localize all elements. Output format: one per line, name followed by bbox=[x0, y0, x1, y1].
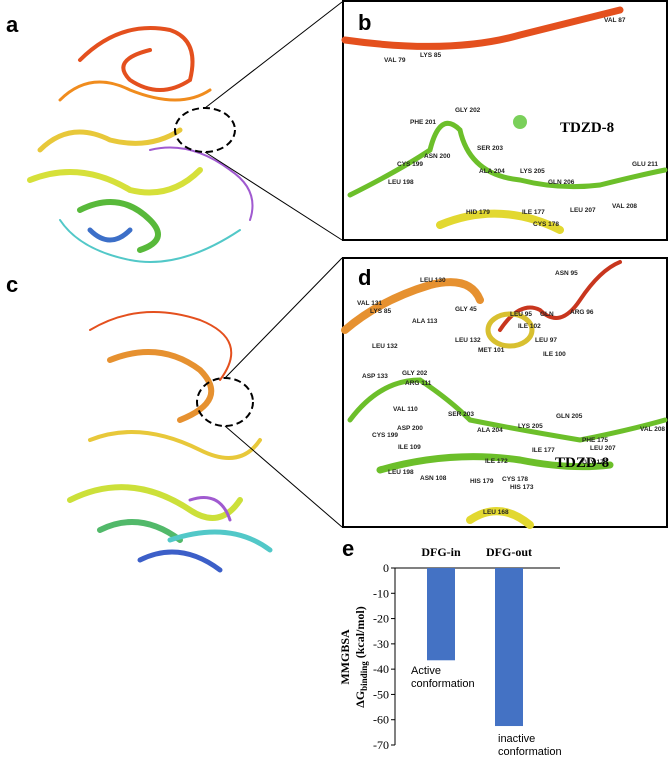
residue-label: SER 203 bbox=[448, 411, 474, 418]
annotation: conformation bbox=[498, 746, 562, 757]
y-axis-label-part: ΔG bbox=[353, 691, 367, 708]
zoom-circle bbox=[174, 107, 236, 153]
residue-label: ILE 109 bbox=[398, 444, 421, 451]
annotation: inactive bbox=[498, 733, 535, 745]
zoom-line bbox=[204, 1, 343, 109]
residue-label: CYS 178 bbox=[533, 221, 559, 228]
y-axis-label: ΔGbinding (kcal/mol) bbox=[353, 606, 369, 707]
residue-label: LYS 85 bbox=[420, 52, 441, 59]
panel-d-frame bbox=[342, 257, 668, 528]
y-axis-label: MMGBSA bbox=[338, 629, 352, 685]
residue-label: ILE 172 bbox=[485, 458, 508, 465]
residue-label: SER 203 bbox=[477, 145, 503, 152]
residue-label: ASN 108 bbox=[420, 475, 447, 482]
residue-label: ALA 204 bbox=[477, 427, 503, 434]
residue-label: LEU 207 bbox=[590, 445, 616, 452]
panel-label: b bbox=[358, 10, 371, 35]
residue-label: LEU 95 bbox=[510, 311, 532, 318]
residue-label: ILE 102 bbox=[518, 323, 541, 330]
annotation: conformation bbox=[411, 678, 475, 690]
y-tick-label: -20 bbox=[373, 612, 389, 626]
zoom-line bbox=[204, 151, 343, 241]
residue-label: HIS 179 bbox=[470, 478, 494, 485]
residue-label: HID 179 bbox=[466, 209, 490, 216]
panel-label: c bbox=[6, 272, 18, 297]
residue-label: VAL 208 bbox=[612, 203, 637, 210]
ligand-label: TDZD-8 bbox=[555, 455, 609, 471]
panel-label: a bbox=[6, 12, 19, 37]
residue-label: ALA 204 bbox=[479, 168, 505, 175]
y-tick-label: -10 bbox=[373, 586, 389, 600]
residue-label: VAL 131 bbox=[357, 300, 382, 307]
residue-label: LEU 132 bbox=[455, 337, 481, 344]
protein-a bbox=[27, 26, 254, 263]
residue-label: HIS 173 bbox=[510, 484, 534, 491]
residue-label: GLN 205 bbox=[556, 413, 583, 420]
residue-label: VAL 208 bbox=[640, 426, 665, 433]
zoom-line bbox=[224, 425, 343, 528]
zoom-line bbox=[224, 257, 343, 379]
y-tick-label: 0 bbox=[383, 561, 389, 575]
residue-label: ASN 200 bbox=[424, 153, 451, 160]
residue-label: GLN bbox=[540, 311, 554, 318]
protein-b bbox=[341, 6, 668, 234]
residue-label: ILE 177 bbox=[522, 209, 545, 216]
ligand-label: TDZD-8 bbox=[560, 120, 614, 136]
x-tick-label: DFG-in bbox=[421, 545, 461, 559]
residue-label: ARG 96 bbox=[570, 309, 594, 316]
residue-label: GLU 211 bbox=[632, 161, 658, 168]
residue-label: ARG 111 bbox=[405, 380, 432, 387]
y-tick-label: -30 bbox=[373, 637, 389, 651]
residue-label: GLY 45 bbox=[455, 306, 477, 313]
residue-label: CYS 178 bbox=[502, 476, 528, 483]
y-axis-label-part: binding bbox=[359, 661, 369, 691]
y-tick-label: -50 bbox=[373, 687, 389, 701]
y-tick-label: -40 bbox=[373, 662, 389, 676]
residue-label: PHE 201 bbox=[410, 119, 436, 126]
y-tick-label: -60 bbox=[373, 713, 389, 727]
residue-label: VAL 87 bbox=[604, 17, 626, 24]
residue-label: LEU 132 bbox=[372, 343, 398, 350]
residue-label: LEU 130 bbox=[420, 277, 446, 284]
residue-label: ASN 95 bbox=[555, 270, 578, 277]
y-axis-label-part: (kcal/mol) bbox=[353, 606, 367, 661]
panel-label: d bbox=[358, 265, 371, 290]
residue-label: VAL 110 bbox=[393, 406, 418, 413]
residue-label: CYS 199 bbox=[372, 432, 398, 439]
residue-label: GLY 202 bbox=[455, 107, 481, 114]
residue-label: LEU 198 bbox=[388, 179, 414, 186]
y-tick-label: -70 bbox=[373, 738, 389, 752]
bar bbox=[427, 568, 455, 661]
residue-label: MET 101 bbox=[478, 347, 505, 354]
residue-label: PHE 175 bbox=[582, 437, 608, 444]
residue-label: CYS 199 bbox=[397, 161, 423, 168]
residue-label: VAL 79 bbox=[384, 57, 406, 64]
protein-d bbox=[341, 260, 668, 529]
residue-label: GLY 176 bbox=[582, 459, 608, 466]
protein-c bbox=[67, 311, 273, 573]
residue-label: LEU 97 bbox=[535, 337, 557, 344]
annotation: Active bbox=[411, 665, 441, 677]
residue-label: ILE 177 bbox=[532, 447, 555, 454]
x-tick-label: DFG-out bbox=[486, 545, 532, 559]
residue-label: GLY 202 bbox=[402, 370, 428, 377]
residue-label: ASP 200 bbox=[397, 425, 423, 432]
residue-label: LYS 205 bbox=[518, 423, 543, 430]
residue-label: GLN 206 bbox=[548, 179, 575, 186]
residue-label: ILE 100 bbox=[543, 351, 566, 358]
residue-label: ASP 133 bbox=[362, 373, 388, 380]
panel-label: e bbox=[342, 536, 354, 561]
residue-label: LEU 198 bbox=[388, 469, 414, 476]
bar bbox=[495, 568, 523, 727]
residue-label: ALA 113 bbox=[412, 318, 438, 325]
residue-label: LYS 205 bbox=[520, 168, 545, 175]
residue-label: LEU 168 bbox=[483, 509, 509, 516]
residue-label: LEU 207 bbox=[570, 207, 596, 214]
residue-label: LYS 85 bbox=[370, 308, 391, 315]
